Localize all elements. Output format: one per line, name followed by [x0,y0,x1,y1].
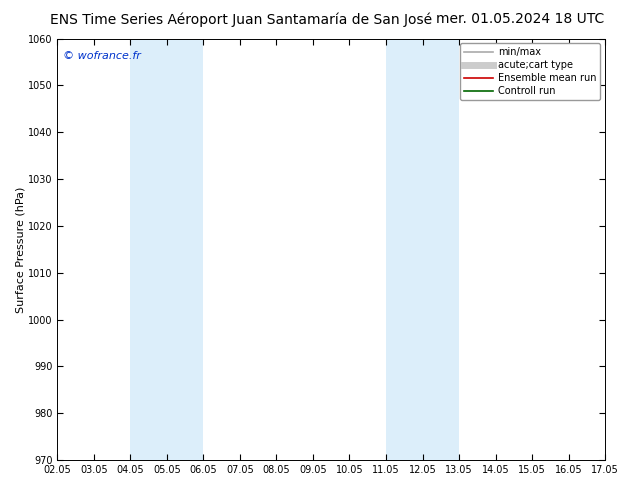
Y-axis label: Surface Pressure (hPa): Surface Pressure (hPa) [15,186,25,313]
Legend: min/max, acute;cart type, Ensemble mean run, Controll run: min/max, acute;cart type, Ensemble mean … [460,44,600,100]
Bar [386,39,459,460]
Text: © wofrance.fr: © wofrance.fr [63,51,141,61]
Text: ENS Time Series Aéroport Juan Santamaría de San José: ENS Time Series Aéroport Juan Santamaría… [50,12,432,27]
Text: mer. 01.05.2024 18 UTC: mer. 01.05.2024 18 UTC [436,12,604,26]
Bar [131,39,204,460]
